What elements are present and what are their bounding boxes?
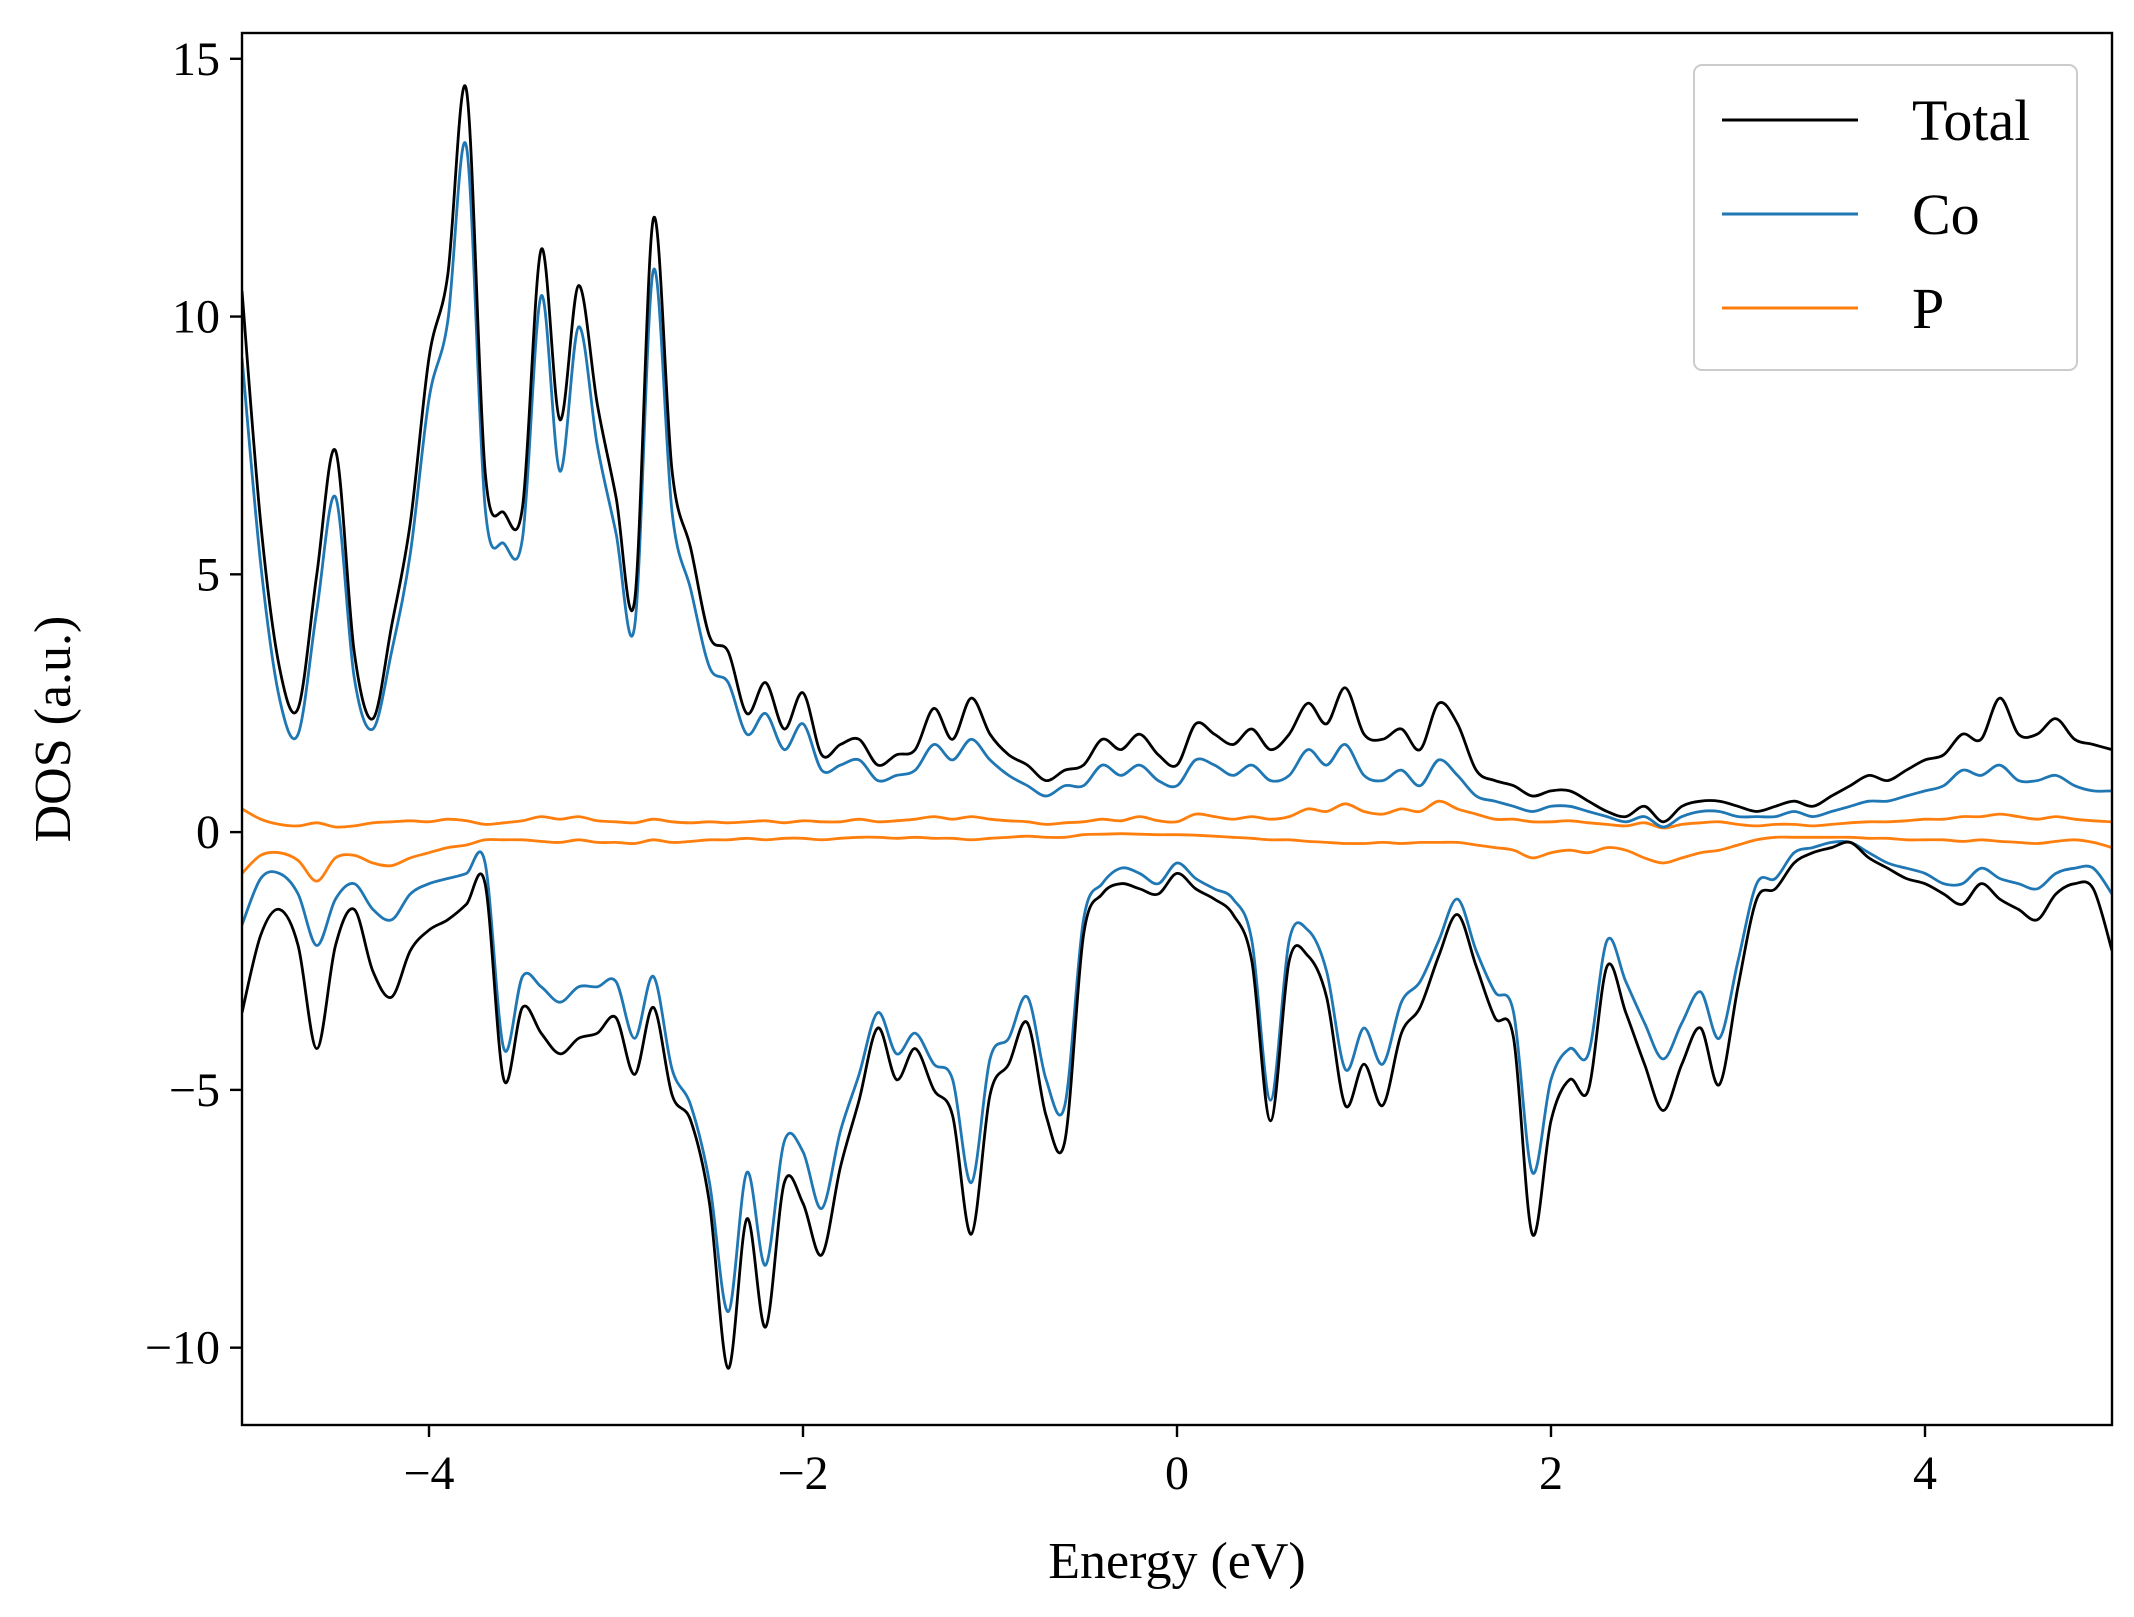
x-tick-label: −2 [777,1447,828,1500]
legend-box [1693,64,2078,371]
series-line-total-up [242,84,2112,824]
series-line-p-up [242,799,2112,830]
y-tick-label: −5 [169,1064,220,1117]
x-tick-label: −4 [403,1447,454,1500]
legend-label-total: Total [1912,88,2030,153]
x-tick-label: 2 [1539,1447,1563,1500]
y-tick-label: 0 [196,806,220,859]
series-line-co-down [242,840,2112,1314]
y-axis-label: DOS (a.u.) [25,616,82,843]
series-line-co-up [242,141,2112,829]
legend-label-p: P [1912,276,1944,341]
y-tick-label: 5 [196,548,220,601]
y-axis: −10 −5 0 5 10 15 [145,33,242,1375]
series-line-total-down [242,840,2112,1370]
x-axis-label: Energy (eV) [1048,1533,1306,1590]
legend: Total Co P [1693,64,2078,371]
y-tick-label: 10 [172,291,220,344]
x-tick-label: 0 [1165,1447,1189,1500]
x-tick-label: 4 [1913,1447,1937,1500]
y-tick-label: 15 [172,33,220,86]
series-layer [242,84,2112,1370]
x-axis: −4 −2 0 2 4 [403,1425,1937,1500]
legend-label-co: Co [1912,182,1980,247]
y-tick-label: −10 [145,1322,220,1375]
series-line-p-down [242,832,2112,883]
